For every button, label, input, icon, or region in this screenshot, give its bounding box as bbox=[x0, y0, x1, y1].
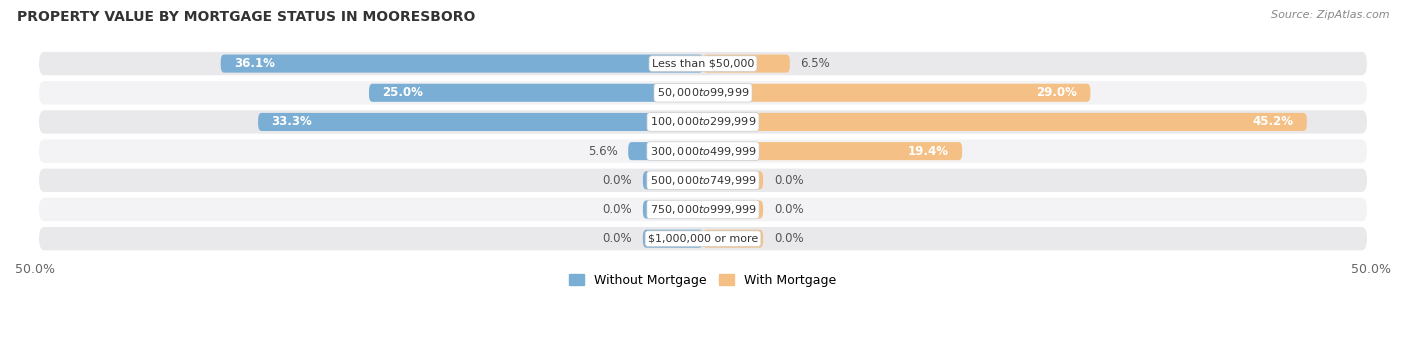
Text: 0.0%: 0.0% bbox=[773, 174, 803, 187]
FancyBboxPatch shape bbox=[703, 142, 962, 160]
Text: 0.0%: 0.0% bbox=[603, 203, 633, 216]
Text: 0.0%: 0.0% bbox=[603, 174, 633, 187]
FancyBboxPatch shape bbox=[368, 84, 703, 102]
Text: Less than $50,000: Less than $50,000 bbox=[652, 58, 754, 69]
FancyBboxPatch shape bbox=[643, 171, 703, 189]
FancyBboxPatch shape bbox=[39, 198, 1367, 221]
Text: Source: ZipAtlas.com: Source: ZipAtlas.com bbox=[1271, 10, 1389, 20]
FancyBboxPatch shape bbox=[703, 54, 790, 73]
Text: $750,000 to $999,999: $750,000 to $999,999 bbox=[650, 203, 756, 216]
FancyBboxPatch shape bbox=[703, 113, 1306, 131]
Text: PROPERTY VALUE BY MORTGAGE STATUS IN MOORESBORO: PROPERTY VALUE BY MORTGAGE STATUS IN MOO… bbox=[17, 10, 475, 24]
Text: 0.0%: 0.0% bbox=[773, 203, 803, 216]
FancyBboxPatch shape bbox=[703, 171, 763, 189]
Text: 6.5%: 6.5% bbox=[800, 57, 831, 70]
FancyBboxPatch shape bbox=[628, 142, 703, 160]
Text: 25.0%: 25.0% bbox=[382, 86, 423, 99]
FancyBboxPatch shape bbox=[221, 54, 703, 73]
Text: 0.0%: 0.0% bbox=[603, 232, 633, 245]
FancyBboxPatch shape bbox=[39, 81, 1367, 104]
Text: $300,000 to $499,999: $300,000 to $499,999 bbox=[650, 144, 756, 158]
FancyBboxPatch shape bbox=[39, 139, 1367, 163]
Text: $1,000,000 or more: $1,000,000 or more bbox=[648, 234, 758, 244]
FancyBboxPatch shape bbox=[643, 201, 703, 219]
Text: 5.6%: 5.6% bbox=[588, 144, 617, 158]
FancyBboxPatch shape bbox=[39, 169, 1367, 192]
Text: 19.4%: 19.4% bbox=[908, 144, 949, 158]
Text: 45.2%: 45.2% bbox=[1253, 116, 1294, 129]
FancyBboxPatch shape bbox=[39, 227, 1367, 250]
Text: $100,000 to $299,999: $100,000 to $299,999 bbox=[650, 116, 756, 129]
Text: 33.3%: 33.3% bbox=[271, 116, 312, 129]
Text: 29.0%: 29.0% bbox=[1036, 86, 1077, 99]
FancyBboxPatch shape bbox=[643, 230, 703, 248]
Text: $500,000 to $749,999: $500,000 to $749,999 bbox=[650, 174, 756, 187]
FancyBboxPatch shape bbox=[259, 113, 703, 131]
Legend: Without Mortgage, With Mortgage: Without Mortgage, With Mortgage bbox=[564, 269, 842, 292]
FancyBboxPatch shape bbox=[703, 230, 763, 248]
FancyBboxPatch shape bbox=[39, 52, 1367, 75]
FancyBboxPatch shape bbox=[703, 201, 763, 219]
Text: 0.0%: 0.0% bbox=[773, 232, 803, 245]
Text: 36.1%: 36.1% bbox=[233, 57, 276, 70]
FancyBboxPatch shape bbox=[703, 84, 1091, 102]
Text: $50,000 to $99,999: $50,000 to $99,999 bbox=[657, 86, 749, 99]
FancyBboxPatch shape bbox=[39, 110, 1367, 134]
